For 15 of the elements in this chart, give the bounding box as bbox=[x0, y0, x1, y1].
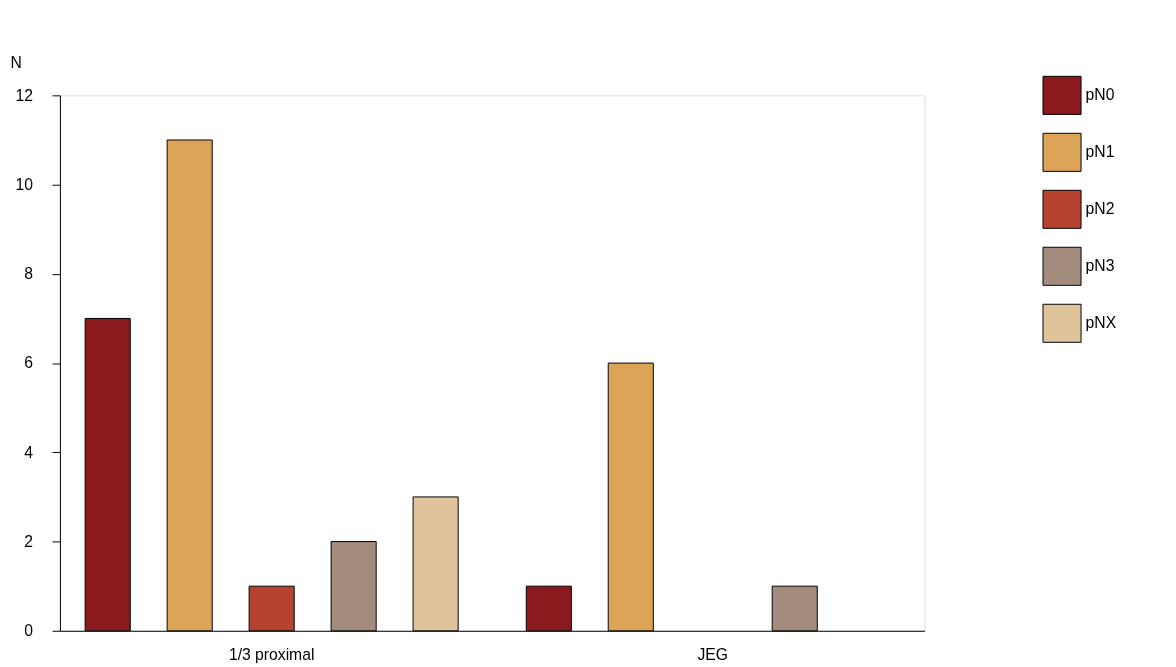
legend-label: pNX bbox=[1085, 314, 1117, 332]
x-tick-label: JEG bbox=[697, 645, 729, 663]
x-tick-label: 1/3 proximal bbox=[228, 645, 315, 663]
y-tick-label: 6 bbox=[24, 354, 34, 372]
legend-label: pN1 bbox=[1085, 143, 1115, 161]
legend-label: pN3 bbox=[1085, 257, 1115, 275]
legend-label: pN2 bbox=[1085, 200, 1115, 218]
y-tick-label: 4 bbox=[24, 443, 34, 461]
y-tick-label: 0 bbox=[24, 622, 34, 640]
legend-label: pN0 bbox=[1085, 86, 1115, 104]
y-tick-label: 8 bbox=[24, 265, 34, 283]
y-axis-title: N bbox=[10, 54, 22, 72]
y-tick-label: 2 bbox=[24, 532, 33, 550]
y-tick-label: 12 bbox=[15, 86, 33, 104]
y-tick-label: 10 bbox=[15, 175, 34, 193]
